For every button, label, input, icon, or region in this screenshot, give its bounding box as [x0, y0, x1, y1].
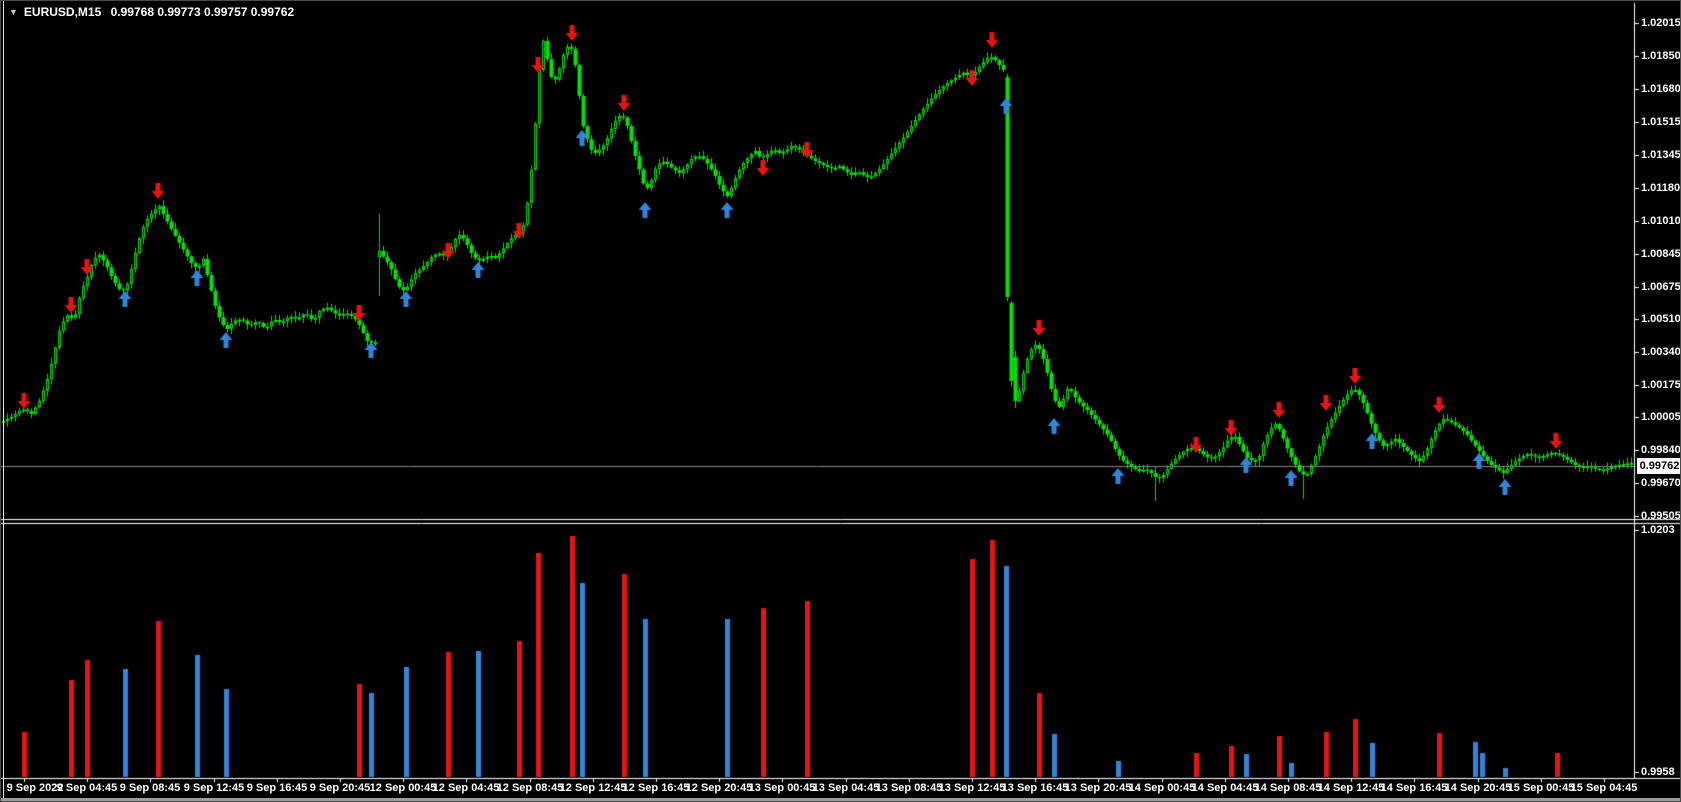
- time-axis-label: 13 Sep 16:45: [1001, 782, 1069, 794]
- time-axis-label: 12 Sep 08:45: [496, 782, 564, 794]
- time-axis-label: 9 Sep 2022: [6, 782, 64, 794]
- price-axis-label: 1.00175: [1641, 379, 1681, 391]
- time-axis-label: 9 Sep 04:45: [56, 782, 118, 794]
- time-axis-label: 9 Sep 08:45: [119, 782, 181, 794]
- price-axis-label: 1.00005: [1641, 411, 1681, 423]
- time-axis-label: 12 Sep 16:45: [622, 782, 690, 794]
- price-axis-label: 0.99840: [1641, 444, 1681, 456]
- time-axis-label: 15 Sep 00:45: [1507, 782, 1575, 794]
- current-price-box: 0.99762: [1637, 458, 1680, 474]
- time-axis-label: 12 Sep 00:45: [369, 782, 437, 794]
- price-axis-label: 1.00675: [1641, 281, 1681, 293]
- time-axis-label: 14 Sep 16:45: [1380, 782, 1448, 794]
- time-axis-label: 9 Sep 12:45: [183, 782, 245, 794]
- time-axis-label: 15 Sep 04:45: [1570, 782, 1638, 794]
- time-axis-label: 14 Sep 20:45: [1444, 782, 1512, 794]
- price-axis-label: 0.99505: [1641, 510, 1681, 522]
- price-axis-label: 1.00340: [1641, 346, 1681, 358]
- price-axis-label: 1.01010: [1641, 215, 1681, 227]
- time-axis-label: 14 Sep 04:45: [1191, 782, 1259, 794]
- time-axis-label: 14 Sep 00:45: [1128, 782, 1196, 794]
- price-axis-label: 1.02015: [1641, 17, 1681, 29]
- price-axis-label: 1.01515: [1641, 116, 1681, 128]
- time-axis-label: 12 Sep 04:45: [432, 782, 500, 794]
- price-axis-label: 1.01180: [1641, 182, 1681, 194]
- price-axis-label: 1.01680: [1641, 83, 1681, 95]
- time-axis-label: 13 Sep 04:45: [812, 782, 880, 794]
- price-axis-label: 1.01850: [1641, 50, 1681, 62]
- chart-symbol-label: EURUSD,M15: [23, 5, 102, 19]
- window-bottom-frame: [1, 798, 1680, 801]
- price-axis-label: 1.01345: [1641, 149, 1681, 161]
- time-axis-label: 13 Sep 08:45: [875, 782, 943, 794]
- price-axis-label: 1.00510: [1641, 313, 1681, 325]
- time-axis-label: 14 Sep 08:45: [1254, 782, 1322, 794]
- price-axis-label: 1.00845: [1641, 248, 1681, 260]
- indicator-axis-label: 0.9958: [1641, 766, 1675, 778]
- time-axis-label: 13 Sep 20:45: [1064, 782, 1132, 794]
- time-axis-label: 12 Sep 20:45: [685, 782, 753, 794]
- time-axis-label: 9 Sep 16:45: [246, 782, 308, 794]
- time-axis-label: 14 Sep 12:45: [1317, 782, 1385, 794]
- chart-ohlc-label: 0.99768 0.99773 0.99757 0.99762: [107, 5, 295, 19]
- price-axis-label: 0.99670: [1641, 477, 1681, 489]
- time-axis-label: 13 Sep 12:45: [938, 782, 1006, 794]
- time-axis-label: 13 Sep 00:45: [748, 782, 816, 794]
- window-left-frame: [3, 1, 4, 798]
- time-axis-label: 9 Sep 20:45: [309, 782, 371, 794]
- symbol-dropdown-icon[interactable]: ▼: [9, 7, 18, 17]
- current-price-value: 0.99762: [1639, 460, 1680, 472]
- indicator-axis-label: 1.0203: [1641, 524, 1675, 536]
- time-axis-label: 12 Sep 12:45: [559, 782, 627, 794]
- chart-title-bar: ▼ EURUSD,M15 0.99768 0.99773 0.99757 0.9…: [9, 4, 294, 20]
